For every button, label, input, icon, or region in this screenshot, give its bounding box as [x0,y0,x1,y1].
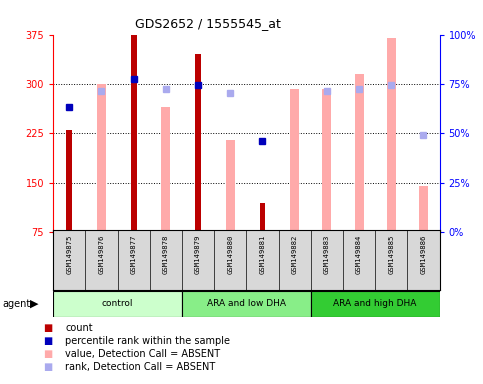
Text: value, Detection Call = ABSENT: value, Detection Call = ABSENT [65,349,220,359]
Text: ■: ■ [43,349,53,359]
Bar [182,291,311,317]
Text: GSM149880: GSM149880 [227,235,233,274]
Bar [161,107,170,232]
Text: GSM149886: GSM149886 [420,235,426,274]
Bar [195,55,201,232]
Text: GSM149876: GSM149876 [99,235,104,274]
Text: control: control [102,299,133,308]
Bar [259,203,265,232]
Bar [311,291,440,317]
Bar [355,74,364,232]
Text: ▶: ▶ [30,299,39,309]
Text: GDS2652 / 1555545_at: GDS2652 / 1555545_at [135,17,281,30]
Text: ■: ■ [43,323,53,333]
Text: GSM149875: GSM149875 [66,235,72,274]
Text: ■: ■ [43,336,53,346]
Text: GSM149882: GSM149882 [292,235,298,274]
Bar [387,38,396,232]
Text: percentile rank within the sample: percentile rank within the sample [65,336,230,346]
Text: count: count [65,323,93,333]
Text: GSM149879: GSM149879 [195,235,201,274]
Text: rank, Detection Call = ABSENT: rank, Detection Call = ABSENT [65,362,215,372]
Text: GSM149884: GSM149884 [356,235,362,274]
Text: ARA and high DHA: ARA and high DHA [333,299,417,308]
Text: GSM149885: GSM149885 [388,235,394,274]
Text: ■: ■ [43,362,53,372]
Text: GSM149883: GSM149883 [324,235,330,274]
Bar [226,140,235,232]
Bar [322,89,331,232]
Bar [97,84,106,232]
Text: GSM149878: GSM149878 [163,235,169,274]
Bar [290,89,299,232]
Bar [131,35,137,232]
Text: GSM149877: GSM149877 [130,235,137,274]
Bar [66,130,72,232]
Bar [419,186,428,232]
Bar [53,291,182,317]
Text: agent: agent [2,299,30,309]
Text: GSM149881: GSM149881 [259,235,266,274]
Text: ARA and low DHA: ARA and low DHA [207,299,286,308]
